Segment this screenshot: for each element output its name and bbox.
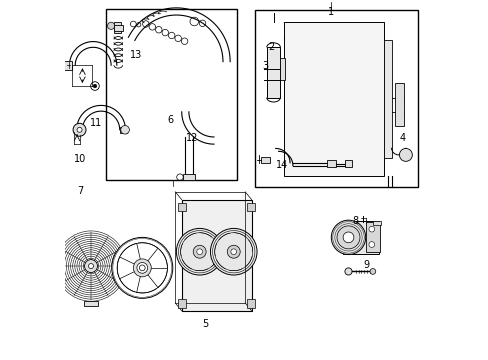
Bar — [125, 262, 129, 270]
Text: 11: 11 — [89, 118, 102, 128]
Circle shape — [139, 265, 145, 271]
Text: 4: 4 — [398, 133, 405, 143]
Text: 2: 2 — [268, 42, 274, 52]
Circle shape — [227, 245, 240, 258]
Circle shape — [88, 264, 93, 269]
Bar — [366, 222, 379, 252]
Bar — [178, 300, 185, 308]
Circle shape — [336, 226, 359, 249]
Circle shape — [369, 269, 375, 274]
Bar — [394, 83, 403, 126]
Bar — [343, 221, 378, 253]
Bar — [182, 200, 251, 311]
Circle shape — [368, 242, 374, 247]
Circle shape — [230, 249, 236, 255]
Circle shape — [196, 249, 202, 255]
Circle shape — [73, 123, 86, 136]
Text: 7: 7 — [77, 186, 83, 197]
Text: 9: 9 — [363, 260, 369, 270]
Circle shape — [193, 245, 206, 258]
Text: 13: 13 — [130, 50, 142, 60]
Bar — [255, 10, 418, 187]
Bar — [280, 58, 284, 80]
Bar — [183, 174, 195, 180]
Text: 5: 5 — [202, 319, 208, 329]
Bar — [372, 221, 380, 225]
Circle shape — [137, 262, 147, 273]
Bar — [83, 301, 98, 306]
Circle shape — [84, 260, 97, 273]
Circle shape — [112, 237, 172, 298]
Circle shape — [210, 228, 257, 275]
Bar — [326, 160, 335, 167]
Bar — [113, 22, 121, 33]
Bar — [64, 61, 72, 69]
Bar — [247, 300, 255, 308]
Bar — [106, 9, 237, 180]
Text: 10: 10 — [74, 154, 86, 164]
Bar — [175, 192, 244, 303]
Text: 14: 14 — [275, 160, 288, 170]
Bar — [284, 22, 384, 176]
Bar — [260, 157, 269, 163]
Bar — [114, 25, 122, 31]
Bar — [52, 262, 57, 270]
Bar — [344, 160, 351, 167]
Bar — [178, 203, 185, 211]
Circle shape — [399, 148, 411, 161]
Text: 12: 12 — [186, 133, 198, 143]
Circle shape — [368, 226, 374, 232]
Circle shape — [344, 268, 351, 275]
Circle shape — [107, 22, 115, 30]
Circle shape — [121, 126, 129, 134]
Circle shape — [343, 232, 353, 243]
Circle shape — [77, 127, 82, 132]
Bar — [384, 40, 391, 158]
Bar — [266, 47, 280, 98]
Text: 3: 3 — [262, 61, 268, 71]
Text: 8: 8 — [352, 216, 358, 226]
Circle shape — [93, 84, 97, 88]
Circle shape — [133, 259, 151, 277]
Circle shape — [330, 220, 365, 255]
Text: 6: 6 — [167, 115, 173, 125]
Circle shape — [176, 228, 223, 275]
Bar — [120, 127, 126, 133]
Bar — [247, 203, 255, 211]
Text: 1: 1 — [327, 7, 333, 17]
